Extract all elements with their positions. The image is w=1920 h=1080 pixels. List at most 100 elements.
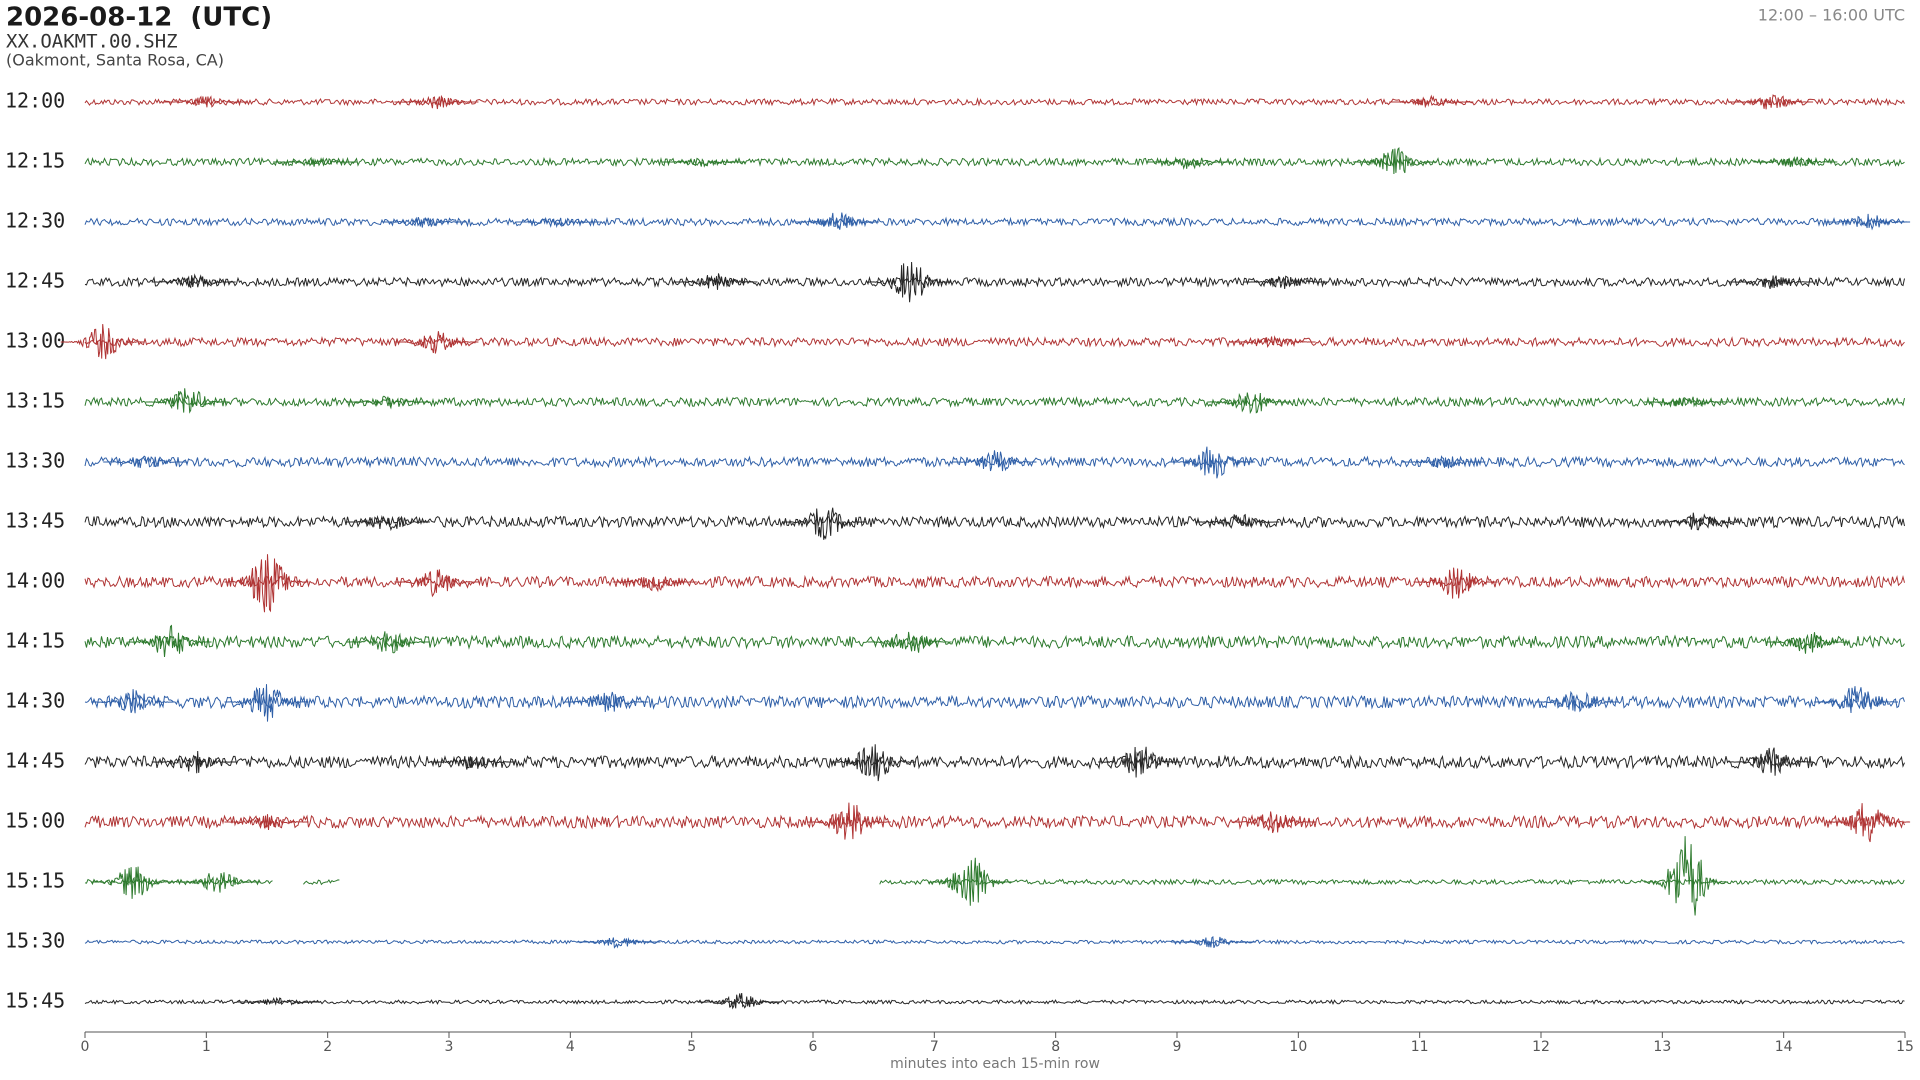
burst bbox=[1534, 690, 1619, 713]
row-label: 14:45 bbox=[5, 749, 65, 773]
x-tick-label: 11 bbox=[1411, 1039, 1429, 1055]
x-tick-label: 12 bbox=[1532, 1039, 1550, 1055]
burst bbox=[1170, 446, 1255, 479]
burst bbox=[151, 273, 236, 289]
row-label: 15:45 bbox=[5, 989, 65, 1013]
burst bbox=[1243, 275, 1328, 289]
trace bbox=[84, 814, 1905, 830]
trace bbox=[84, 156, 1905, 168]
burst bbox=[673, 273, 758, 290]
burst bbox=[394, 569, 479, 598]
burst bbox=[1207, 392, 1292, 415]
trace bbox=[84, 275, 1905, 288]
burst bbox=[163, 95, 248, 108]
burst bbox=[224, 814, 309, 831]
x-tick-label: 4 bbox=[566, 1039, 575, 1055]
trace bbox=[84, 216, 1905, 228]
burst bbox=[91, 866, 176, 899]
burst bbox=[394, 94, 479, 110]
x-tick-label: 2 bbox=[323, 1039, 332, 1055]
burst bbox=[1098, 746, 1183, 778]
row-label: 15:15 bbox=[5, 869, 65, 893]
burst bbox=[103, 455, 188, 469]
burst bbox=[1765, 632, 1850, 654]
burst bbox=[1352, 146, 1437, 175]
x-axis-label: minutes into each 15-min row bbox=[890, 1056, 1100, 1072]
row-label: 13:15 bbox=[5, 389, 65, 413]
burst bbox=[91, 689, 176, 714]
trace bbox=[84, 694, 1905, 710]
trace bbox=[84, 939, 1905, 946]
x-tick-label: 14 bbox=[1775, 1039, 1793, 1055]
burst bbox=[430, 756, 515, 770]
burst bbox=[345, 515, 430, 532]
burst bbox=[273, 156, 358, 167]
burst bbox=[928, 857, 1013, 906]
burst bbox=[345, 631, 430, 654]
burst bbox=[867, 261, 952, 303]
burst bbox=[1231, 335, 1316, 349]
burst bbox=[382, 216, 467, 228]
trace bbox=[84, 754, 1905, 770]
trace bbox=[84, 574, 1905, 590]
burst bbox=[612, 577, 697, 593]
x-tick-label: 15 bbox=[1896, 1039, 1914, 1055]
burst bbox=[697, 993, 782, 1010]
x-tick-label: 6 bbox=[809, 1039, 818, 1055]
station: XX.OAKMT.00.SHZ bbox=[6, 31, 178, 53]
burst bbox=[1146, 156, 1231, 170]
trace bbox=[84, 335, 1905, 348]
burst bbox=[224, 554, 309, 613]
trace bbox=[84, 999, 1905, 1006]
x-tick-label: 3 bbox=[445, 1039, 454, 1055]
row-label: 13:30 bbox=[5, 449, 65, 473]
trace bbox=[84, 455, 1905, 469]
burst bbox=[1826, 803, 1911, 843]
burst bbox=[1753, 156, 1838, 168]
burst bbox=[1814, 686, 1898, 714]
burst bbox=[515, 216, 600, 229]
burst bbox=[236, 996, 321, 1006]
row-label: 14:30 bbox=[5, 689, 65, 713]
burst bbox=[1729, 94, 1814, 110]
burst bbox=[831, 744, 916, 782]
burst bbox=[1413, 567, 1498, 599]
x-tick-label: 0 bbox=[81, 1039, 90, 1055]
burst bbox=[806, 802, 891, 840]
burst bbox=[1644, 836, 1729, 916]
burst bbox=[867, 631, 952, 653]
trace bbox=[84, 396, 1905, 408]
x-tick-label: 9 bbox=[1173, 1039, 1182, 1055]
burst bbox=[1826, 213, 1911, 231]
burst bbox=[794, 212, 879, 230]
burst bbox=[224, 684, 309, 722]
burst bbox=[1644, 396, 1729, 408]
burst bbox=[176, 872, 260, 893]
title: 2026-08-12 (UTC) bbox=[6, 3, 272, 33]
burst bbox=[1401, 455, 1486, 469]
x-tick-label: 13 bbox=[1653, 1039, 1671, 1055]
row-label: 12:15 bbox=[5, 149, 65, 173]
row-label: 12:45 bbox=[5, 269, 65, 293]
burst bbox=[661, 158, 746, 168]
burst bbox=[345, 395, 430, 410]
burst bbox=[127, 624, 212, 658]
x-tick-label: 1 bbox=[202, 1039, 211, 1055]
burst bbox=[576, 937, 661, 949]
burst bbox=[1656, 512, 1741, 531]
burst bbox=[151, 750, 236, 774]
row-label: 15:00 bbox=[5, 809, 65, 833]
trace bbox=[84, 97, 1905, 107]
burst bbox=[1389, 94, 1474, 109]
row-label: 14:15 bbox=[5, 629, 65, 653]
burst bbox=[394, 331, 479, 354]
row-label: 12:00 bbox=[5, 89, 65, 113]
time-range: 12:00 – 16:00 UTC bbox=[1758, 6, 1905, 25]
trace bbox=[84, 634, 1905, 650]
row-label: 14:00 bbox=[5, 569, 65, 593]
location: (Oakmont, Santa Rosa, CA) bbox=[6, 51, 224, 70]
row-label: 13:00 bbox=[5, 329, 65, 353]
burst bbox=[1729, 747, 1814, 776]
burst bbox=[1231, 811, 1316, 834]
